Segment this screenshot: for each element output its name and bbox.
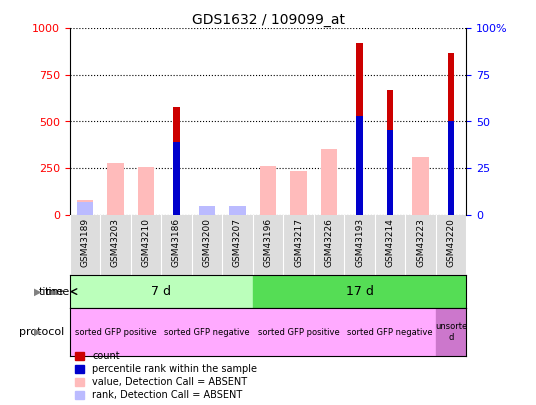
- Text: GSM43189: GSM43189: [80, 218, 90, 267]
- Text: GSM43186: GSM43186: [172, 218, 181, 267]
- Text: sorted GFP negative: sorted GFP negative: [164, 328, 250, 337]
- Text: sorted GFP positive: sorted GFP positive: [258, 328, 339, 337]
- Text: GSM43210: GSM43210: [142, 218, 151, 266]
- Text: GSM43207: GSM43207: [233, 218, 242, 266]
- Bar: [161, 308, 253, 356]
- Bar: [173, 142, 180, 215]
- Text: unsorte
d: unsorte d: [435, 322, 467, 342]
- Bar: [77, 200, 93, 215]
- Text: ▶: ▶: [34, 327, 41, 337]
- Text: GSM43220: GSM43220: [446, 218, 456, 266]
- Text: GSM43223: GSM43223: [416, 218, 425, 266]
- Bar: [386, 90, 393, 215]
- Bar: [138, 167, 154, 215]
- Bar: [448, 122, 455, 215]
- Text: ▶: ▶: [34, 287, 41, 296]
- Bar: [386, 130, 393, 215]
- Text: time: time: [44, 287, 70, 296]
- Bar: [412, 157, 429, 215]
- Bar: [259, 166, 277, 215]
- Bar: [77, 202, 93, 215]
- Title: GDS1632 / 109099_at: GDS1632 / 109099_at: [191, 13, 345, 27]
- Text: sorted GFP positive: sorted GFP positive: [75, 328, 157, 337]
- Bar: [199, 206, 215, 215]
- Bar: [321, 149, 338, 215]
- Bar: [344, 308, 436, 356]
- Bar: [70, 275, 253, 308]
- Bar: [253, 308, 344, 356]
- Text: sorted GFP negative: sorted GFP negative: [347, 328, 433, 337]
- Text: GSM43226: GSM43226: [324, 218, 333, 266]
- Text: 7 d: 7 d: [151, 285, 171, 298]
- Bar: [253, 275, 466, 308]
- Text: 17 d: 17 d: [346, 285, 374, 298]
- Bar: [356, 43, 363, 215]
- Bar: [436, 308, 466, 356]
- Bar: [173, 107, 180, 215]
- Bar: [290, 171, 307, 215]
- Text: GSM43214: GSM43214: [385, 218, 394, 266]
- Text: GSM43200: GSM43200: [203, 218, 212, 266]
- Text: protocol: protocol: [19, 327, 64, 337]
- Text: GSM43203: GSM43203: [111, 218, 120, 266]
- Bar: [356, 116, 363, 215]
- Text: GSM43193: GSM43193: [355, 218, 364, 267]
- Bar: [107, 163, 124, 215]
- Text: time: time: [39, 287, 64, 296]
- Text: GSM43196: GSM43196: [264, 218, 272, 267]
- Legend: count, percentile rank within the sample, value, Detection Call = ABSENT, rank, : count, percentile rank within the sample…: [75, 352, 257, 400]
- Bar: [70, 308, 161, 356]
- Text: GSM43217: GSM43217: [294, 218, 303, 266]
- Bar: [448, 53, 455, 215]
- Bar: [229, 206, 246, 215]
